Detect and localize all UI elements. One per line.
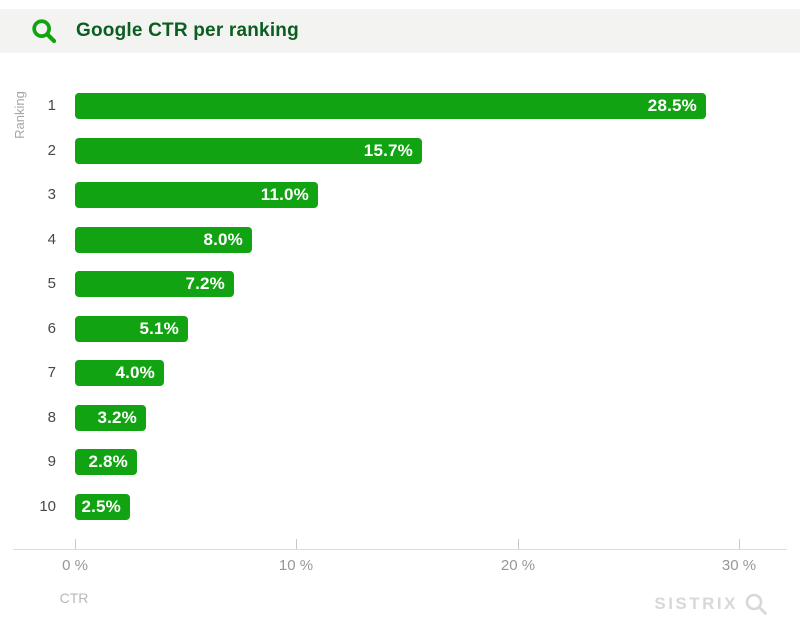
rank-label: 2 <box>47 142 56 159</box>
bar-value-label: 8.0% <box>203 230 243 249</box>
x-tick-mark <box>739 539 740 549</box>
rank-label: 8 <box>47 409 56 426</box>
ctr-bar: 2.5% <box>75 494 130 520</box>
ctr-bar: 11.0% <box>75 182 318 208</box>
bar-value-label: 15.7% <box>363 141 413 160</box>
bar-value-label: 5.1% <box>139 319 179 338</box>
x-tick-label: 0 % <box>62 557 88 574</box>
bar-value-label: 28.5% <box>647 96 697 115</box>
magnifier-icon <box>745 593 767 615</box>
chart-header: Google CTR per ranking <box>0 9 800 53</box>
x-tick-label: 30 % <box>721 557 757 574</box>
rank-label: 9 <box>47 453 56 470</box>
x-tick-mark <box>296 539 297 549</box>
bar-value-label: 2.5% <box>81 497 121 516</box>
ctr-bar: 28.5% <box>75 93 706 119</box>
bar-value-label: 3.2% <box>97 408 137 427</box>
ctr-bar: 2.8% <box>75 449 137 475</box>
rank-label: 5 <box>47 275 56 292</box>
x-tick-label: 20 % <box>500 557 536 574</box>
rank-label: 7 <box>47 364 56 381</box>
ctr-bar: 8.0% <box>75 227 252 253</box>
rank-label: 4 <box>47 231 56 248</box>
bar-value-label: 11.0% <box>260 185 309 204</box>
rank-label: 3 <box>47 186 56 203</box>
x-tick-mark <box>75 539 76 549</box>
rank-label: 1 <box>47 97 56 114</box>
chart-title: Google CTR per ranking <box>76 20 299 41</box>
ctr-bar: 5.1% <box>75 316 188 342</box>
bar-value-label: 2.8% <box>88 452 128 471</box>
ctr-bar: 7.2% <box>75 271 234 297</box>
x-axis-line <box>13 549 787 550</box>
rank-label: 10 <box>39 498 56 515</box>
brand-name: SISTRIX <box>654 594 738 613</box>
bar-value-label: 7.2% <box>185 274 225 293</box>
ctr-bar: 15.7% <box>75 138 422 164</box>
search-icon <box>32 19 57 44</box>
x-tick-label: 10 % <box>278 557 314 574</box>
brand-watermark: SISTRIX <box>654 592 768 616</box>
x-axis-title: CTR <box>59 590 89 606</box>
bar-value-label: 4.0% <box>115 363 155 382</box>
x-tick-mark <box>518 539 519 549</box>
rank-label: 6 <box>47 320 56 337</box>
ctr-bar: 4.0% <box>75 360 164 386</box>
ctr-bar: 3.2% <box>75 405 146 431</box>
